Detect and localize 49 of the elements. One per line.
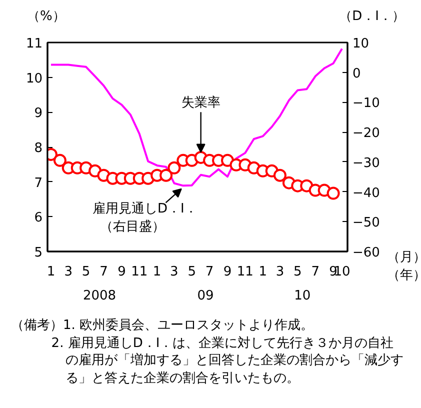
text: 10 (294, 288, 311, 304)
x-tick-label: 9 (223, 264, 232, 280)
y2-tick-label: −10 (352, 96, 380, 112)
y2-tick-label: 10 (352, 36, 370, 52)
x-tick-label: 5 (82, 264, 90, 280)
y2-tick-label: −20 (352, 126, 380, 142)
annotation: （右目盛） (100, 219, 166, 234)
x-tick-label: 7 (100, 264, 108, 280)
y2-axis-title: （D．I．） (339, 8, 405, 26)
y-tick-label: 5 (34, 246, 43, 260)
point (53, 154, 66, 167)
point (160, 168, 173, 182)
x-tick-label: 11 (236, 264, 254, 280)
point (168, 161, 181, 174)
y2-tick-label: −30 (352, 156, 380, 171)
text: 09 (197, 288, 214, 304)
y2-tick-label: −60 (352, 246, 380, 260)
x-tick-label: 7 (311, 264, 320, 280)
x-tick-label: 1 (258, 264, 268, 280)
x-tick-label: 1 (46, 264, 56, 280)
x-tick-label: 5 (188, 264, 196, 280)
annotation: 雇用見通しD．I． (92, 200, 198, 216)
y2-tick-label: −40 (352, 186, 380, 201)
text: （年） (387, 267, 421, 285)
y-tick-label: 10 (26, 71, 43, 86)
x-tick-label: 1 (152, 264, 162, 280)
x-tick-label: 11 (131, 264, 148, 280)
line-series (50, 48, 343, 187)
x-tick-label: 5 (294, 264, 302, 280)
point (273, 168, 286, 182)
x-tick-label: 3 (276, 264, 284, 280)
x-tick-label: 7 (205, 264, 214, 280)
y-axis-title: （%） (27, 8, 66, 26)
y-tick-label: 8 (34, 141, 43, 156)
y-tick-label: 11 (26, 36, 43, 52)
text: （月） (387, 249, 421, 267)
y2-tick-label: −50 (352, 216, 380, 231)
y2-tick-label: 0 (352, 66, 361, 82)
y-tick-label: 6 (34, 210, 43, 226)
point (326, 186, 340, 200)
x-tick-label: 9 (118, 264, 126, 280)
y-tick-label: 7 (34, 176, 43, 191)
text: 2008 (82, 288, 116, 304)
x-tick-label: 3 (64, 264, 73, 280)
y-tick-label: 9 (34, 106, 43, 122)
x-tick-label: 3 (170, 264, 178, 280)
annotation: 失業率 (181, 94, 220, 110)
text: 2. 雇用見通しD．I．は、企業に対して先行き３か月の自社の雇用が「増加する」と回答した企業の割合から「減少する」と答えた企業の割合を引いたもの。 (51, 334, 405, 388)
text: （備考）1. 欧州委員会、ユーロスタットより作成。 (11, 317, 315, 335)
